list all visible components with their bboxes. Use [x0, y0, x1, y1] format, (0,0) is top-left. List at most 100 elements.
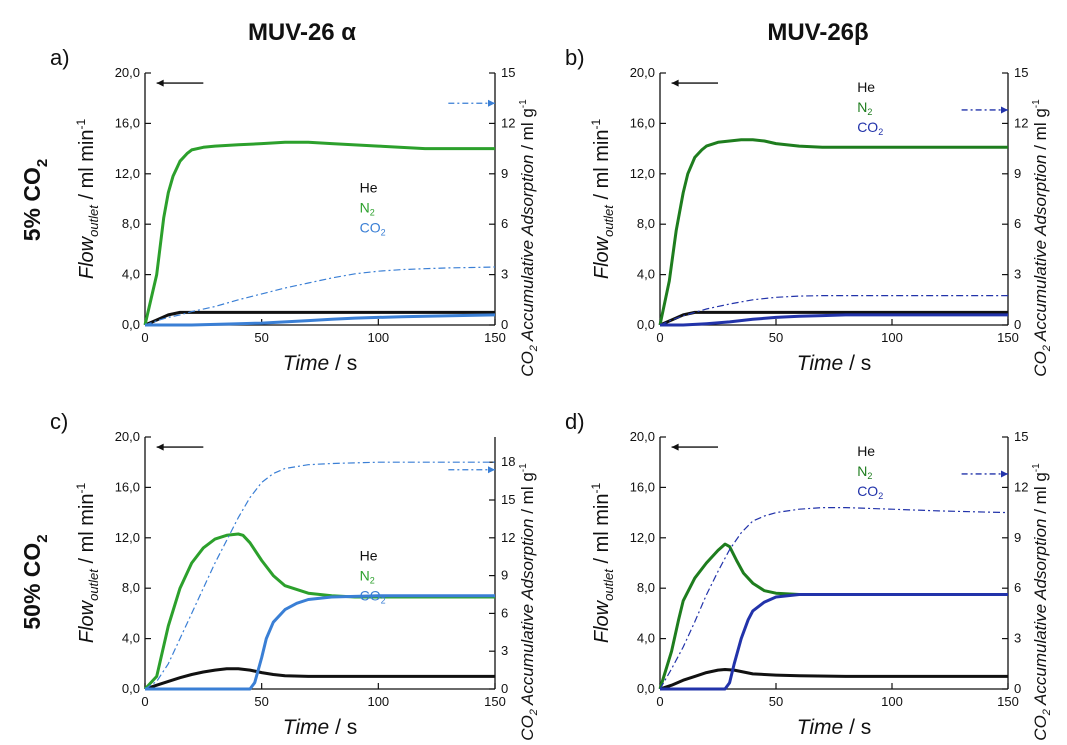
panel-label: b): [565, 45, 585, 70]
y-left-tick-label: 4,0: [122, 631, 140, 646]
y-left-tick-label: 16,0: [115, 479, 140, 494]
x-axis-label: Time / s: [283, 716, 358, 739]
series-co2: [145, 313, 496, 327]
row-label-text: 5% CO2: [19, 159, 51, 241]
y-left-tick-label: 12,0: [115, 530, 140, 545]
y-left-axis-label-text: Flowoutlet / ml min-1: [74, 119, 101, 280]
y-left-tick-label: 12,0: [115, 166, 140, 181]
y-right-tick-label: 12: [1014, 479, 1028, 494]
y-right-tick-label: 3: [1014, 631, 1021, 646]
y-right-tick-label: 3: [1014, 267, 1021, 282]
panel-label: d): [565, 409, 585, 434]
y-right-tick-label: 18: [501, 454, 515, 469]
y-right-tick-label: 0: [1014, 681, 1021, 696]
row-label: 50% CO2: [19, 534, 51, 629]
y-left-axis-label: Flowoutlet / ml min-1: [589, 483, 616, 644]
panel-b: b) 0 50 100 150 0,0 4,0 8,0 12,0 16,0 20,0 0 3 6 9 12 15…: [565, 45, 1053, 377]
x-tick-label: 50: [254, 694, 268, 709]
y-right-tick-label: 0: [501, 681, 508, 696]
series-he: [144, 667, 495, 691]
x-tick-label: 150: [484, 330, 506, 345]
x-tick-label: 0: [141, 694, 148, 709]
series-co2: [145, 594, 495, 691]
left-arrow-head: [156, 79, 164, 87]
series-co2: [660, 593, 1008, 691]
y-left-axis-label: Flowoutlet / ml min-1: [74, 119, 101, 280]
y-left-tick-label: 4,0: [122, 267, 140, 282]
y-right-axis-label-text: CO2 Accumulative Adsorption / ml g-1: [1031, 99, 1053, 377]
x-tick-label: 50: [254, 330, 268, 345]
y-left-axis-label-text: Flowoutlet / ml min-1: [589, 119, 616, 280]
column-title: MUV-26β: [767, 19, 868, 46]
legend-co2: CO2: [857, 119, 883, 137]
y-left-tick-label: 0,0: [637, 317, 655, 332]
y-right-tick-label: 15: [1014, 429, 1028, 444]
series-co2-accumulative: [144, 266, 496, 326]
y-right-tick-label: 3: [501, 267, 508, 282]
x-axis-label: Time / s: [283, 352, 358, 375]
left-arrow-head: [671, 79, 679, 87]
right-arrow-head: [1001, 106, 1008, 114]
x-axis-label: Time / s: [797, 716, 872, 739]
series-co2: [660, 313, 1008, 327]
y-right-tick-label: 9: [1014, 166, 1021, 181]
y-left-tick-label: 8,0: [637, 216, 655, 231]
y-left-tick-label: 12,0: [630, 166, 655, 181]
panel-d: d) 0 50 100 150 0,0 4,0 8,0 12,0 16,0 20,0 0 3 6 9 12 15…: [565, 409, 1053, 741]
right-arrow-head: [488, 99, 495, 107]
y-left-tick-label: 8,0: [122, 216, 140, 231]
panel-label: a): [50, 45, 70, 70]
series-co2-accumulative: [659, 507, 1009, 690]
x-tick-label: 100: [881, 694, 903, 709]
y-right-tick-label: 6: [1014, 216, 1021, 231]
x-tick-label: 0: [656, 694, 663, 709]
y-left-tick-label: 0,0: [637, 681, 655, 696]
x-tick-label: 150: [997, 330, 1019, 345]
series-n2: [143, 140, 495, 326]
legend-he: He: [360, 180, 378, 196]
y-right-tick-label: 15: [501, 65, 515, 80]
x-tick-label: 150: [997, 694, 1019, 709]
panel-c: c) 0 50 100 150 0,0 4,0 8,0 12,0 16,0 20,0 0 3 6 9 12 15…: [50, 409, 540, 741]
legend-co2: CO2: [360, 220, 386, 238]
y-left-tick-label: 0,0: [122, 317, 140, 332]
y-right-axis-label: CO2 Accumulative Adsorption / ml g-1: [1031, 463, 1053, 741]
row-label-text: 50% CO2: [19, 534, 51, 629]
y-right-tick-label: 9: [501, 166, 508, 181]
y-left-tick-label: 16,0: [630, 479, 655, 494]
x-tick-label: 0: [141, 330, 148, 345]
y-left-axis-label: Flowoutlet / ml min-1: [589, 119, 616, 280]
y-right-tick-label: 3: [501, 643, 508, 658]
y-left-tick-label: 20,0: [630, 65, 655, 80]
y-right-axis-label-text: CO2 Accumulative Adsorption / ml g-1: [518, 99, 540, 377]
y-left-axis-label-text: Flowoutlet / ml min-1: [74, 483, 101, 644]
right-arrow-head: [488, 466, 495, 474]
series-n2: [658, 542, 1008, 690]
y-right-axis-label-text: CO2 Accumulative Adsorption / ml g-1: [1031, 463, 1053, 741]
left-arrow-head: [156, 443, 164, 451]
left-arrow-head: [671, 443, 679, 451]
legend-n2: N2: [857, 463, 872, 481]
y-right-axis-label: CO2 Accumulative Adsorption / ml g-1: [1031, 99, 1053, 377]
series-co2-accumulative: [144, 461, 495, 690]
row-label: 5% CO2: [19, 159, 51, 241]
y-left-tick-label: 8,0: [122, 580, 140, 595]
y-left-axis-label-text: Flowoutlet / ml min-1: [589, 483, 616, 644]
legend-co2: CO2: [857, 483, 883, 501]
y-left-tick-label: 8,0: [637, 580, 655, 595]
y-right-tick-label: 15: [501, 492, 515, 507]
y-right-tick-label: 0: [501, 317, 508, 332]
legend-he: He: [360, 547, 378, 563]
x-tick-label: 50: [769, 330, 783, 345]
legend-co2: CO2: [360, 587, 386, 605]
y-left-tick-label: 20,0: [630, 429, 655, 444]
y-left-tick-label: 20,0: [115, 65, 140, 80]
legend-n2: N2: [360, 567, 375, 585]
y-right-axis-label-text: CO2 Accumulative Adsorption / ml g-1: [518, 463, 540, 741]
right-arrow-head: [1001, 470, 1008, 478]
series-he: [659, 668, 1008, 691]
series-co2-accumulative: [659, 295, 1008, 326]
x-tick-label: 100: [881, 330, 903, 345]
y-left-tick-label: 20,0: [115, 429, 140, 444]
